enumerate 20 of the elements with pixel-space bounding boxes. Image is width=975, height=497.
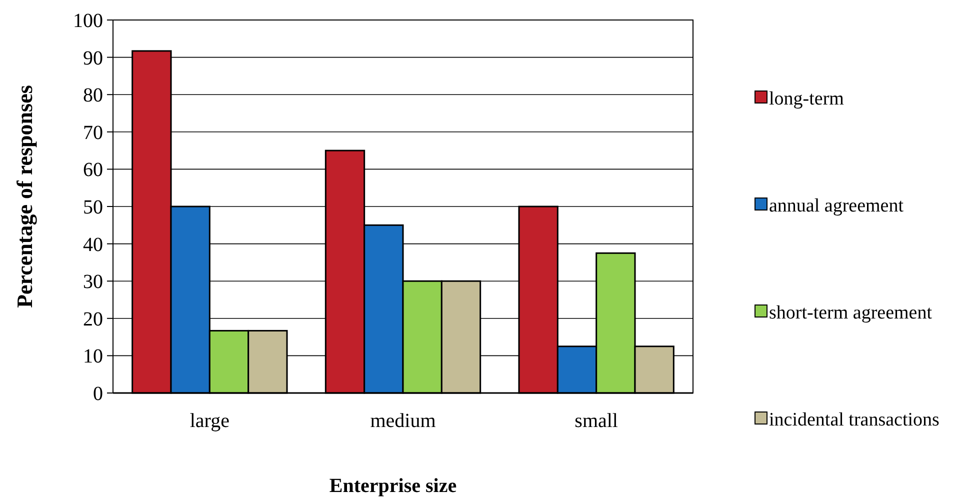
legend-label: incidental transactions [769,410,940,431]
y-tick-label: 90 [83,47,103,70]
x-tick-label: large [190,410,230,432]
y-tick-label: 80 [83,84,103,107]
y-tick-label: 60 [83,159,103,182]
y-tick-label: 100 [73,10,103,32]
x-tick-label: medium [370,410,436,432]
y-tick-label: 30 [83,271,103,294]
y-tick-label: 70 [83,122,103,144]
y-tick-label: 20 [83,308,103,330]
legend-label: short-term agreement [769,302,933,324]
y-tick-label: 50 [83,196,103,218]
x-tick-label: small [574,410,618,432]
y-tick-label: 0 [93,383,103,405]
legend-label: long-term [769,88,844,110]
y-tick-label: 10 [83,346,103,368]
y-axis-title: Percentage of responses [12,84,37,308]
y-tick-label: 40 [83,234,103,256]
x-axis-title: Enterprise size [329,475,457,497]
legend-label: annual agreement [769,196,904,217]
